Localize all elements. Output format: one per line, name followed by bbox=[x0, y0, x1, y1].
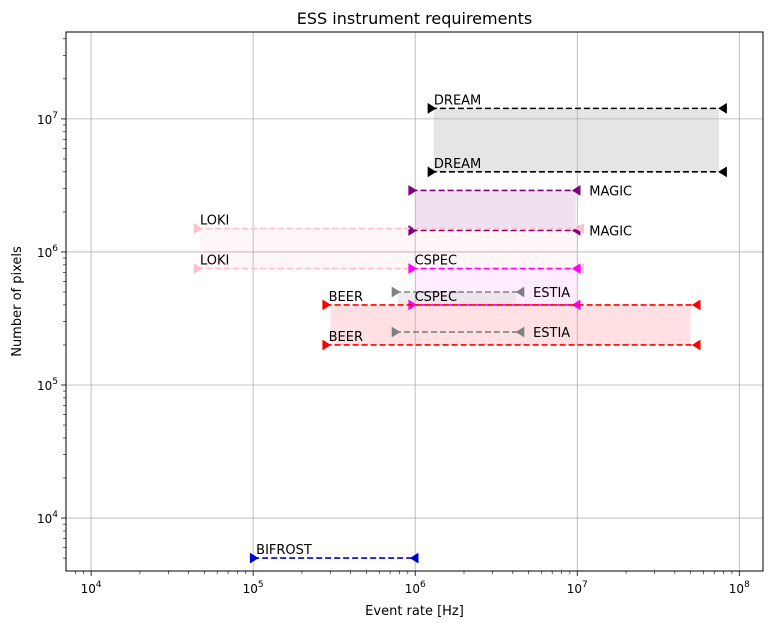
y-axis-label: Number of pixels bbox=[10, 246, 25, 357]
bifrost-marker-left-0 bbox=[249, 552, 259, 564]
x-tick-label-3: 107 bbox=[567, 580, 588, 596]
x-tick-label-1: 105 bbox=[243, 580, 264, 596]
dream-label-1: DREAM bbox=[434, 93, 481, 108]
cspec-marker-right-1 bbox=[571, 263, 581, 275]
beer-marker-right-1 bbox=[691, 299, 701, 311]
bifrost-label-0: BIFROST bbox=[256, 543, 312, 558]
instrument-labels: DREAM DREAM MAGIC MAGIC LOKI LOKI CSPEC CSPEC ES… bbox=[200, 93, 632, 558]
dream-marker-left-0 bbox=[427, 166, 437, 178]
loki-range-fill bbox=[200, 228, 578, 269]
loki-label-0: LOKI bbox=[200, 254, 229, 269]
instrument-series bbox=[193, 102, 727, 564]
beer-marker-left-1 bbox=[322, 299, 332, 311]
x-axis-label: Event rate [Hz] bbox=[365, 604, 464, 619]
beer-label-1: BEER bbox=[329, 290, 363, 305]
magic-marker-left-1 bbox=[408, 184, 418, 196]
cspec-label-1: CSPEC bbox=[415, 254, 457, 269]
range-fills bbox=[200, 108, 720, 345]
cspec-label-0: CSPEC bbox=[415, 290, 457, 305]
magic-range-fill bbox=[415, 190, 576, 231]
y-tick-label-3: 107 bbox=[37, 111, 58, 127]
estia-marker-right-0 bbox=[515, 326, 525, 338]
dream-marker-left-1 bbox=[427, 102, 437, 114]
x-tick-label-0: 104 bbox=[81, 580, 102, 596]
magic-marker-right-1 bbox=[571, 184, 581, 196]
loki-marker-right-1 bbox=[575, 223, 584, 234]
x-tick-label-4: 108 bbox=[729, 580, 750, 596]
magic-label-1: MAGIC bbox=[589, 184, 632, 199]
beer-marker-left-0 bbox=[322, 339, 332, 351]
axis-ticks: 104 105 106 107 108 104 105 106 107 bbox=[37, 38, 750, 596]
loki-marker-left-0 bbox=[193, 263, 203, 275]
chart-title: ESS instrument requirements bbox=[297, 9, 532, 28]
cspec-marker-left-1 bbox=[408, 263, 418, 275]
dream-marker-right-1 bbox=[718, 102, 727, 114]
magic-marker-left-0 bbox=[408, 225, 418, 236]
estia-marker-left-1 bbox=[391, 286, 401, 298]
beer-range-fill bbox=[330, 304, 691, 345]
plot-frame bbox=[65, 31, 764, 572]
estia-label-1: ESTIA bbox=[533, 286, 570, 301]
loki-marker-left-1 bbox=[193, 223, 203, 234]
y-tick-label-0: 104 bbox=[37, 510, 58, 526]
estia-marker-right-1 bbox=[515, 286, 525, 298]
estia-label-0: ESTIA bbox=[533, 326, 570, 341]
dream-label-0: DREAM bbox=[434, 157, 481, 172]
beer-marker-right-0 bbox=[691, 339, 701, 351]
bifrost-marker-right-0 bbox=[409, 552, 419, 564]
dream-marker-right-0 bbox=[718, 166, 727, 178]
estia-marker-left-0 bbox=[391, 326, 401, 338]
magic-label-0: MAGIC bbox=[589, 224, 632, 239]
beer-label-0: BEER bbox=[329, 330, 363, 345]
y-tick-label-1: 105 bbox=[37, 377, 58, 393]
y-tick-label-2: 106 bbox=[37, 244, 58, 260]
loki-label-1: LOKI bbox=[200, 214, 229, 229]
x-tick-label-2: 106 bbox=[405, 580, 426, 596]
